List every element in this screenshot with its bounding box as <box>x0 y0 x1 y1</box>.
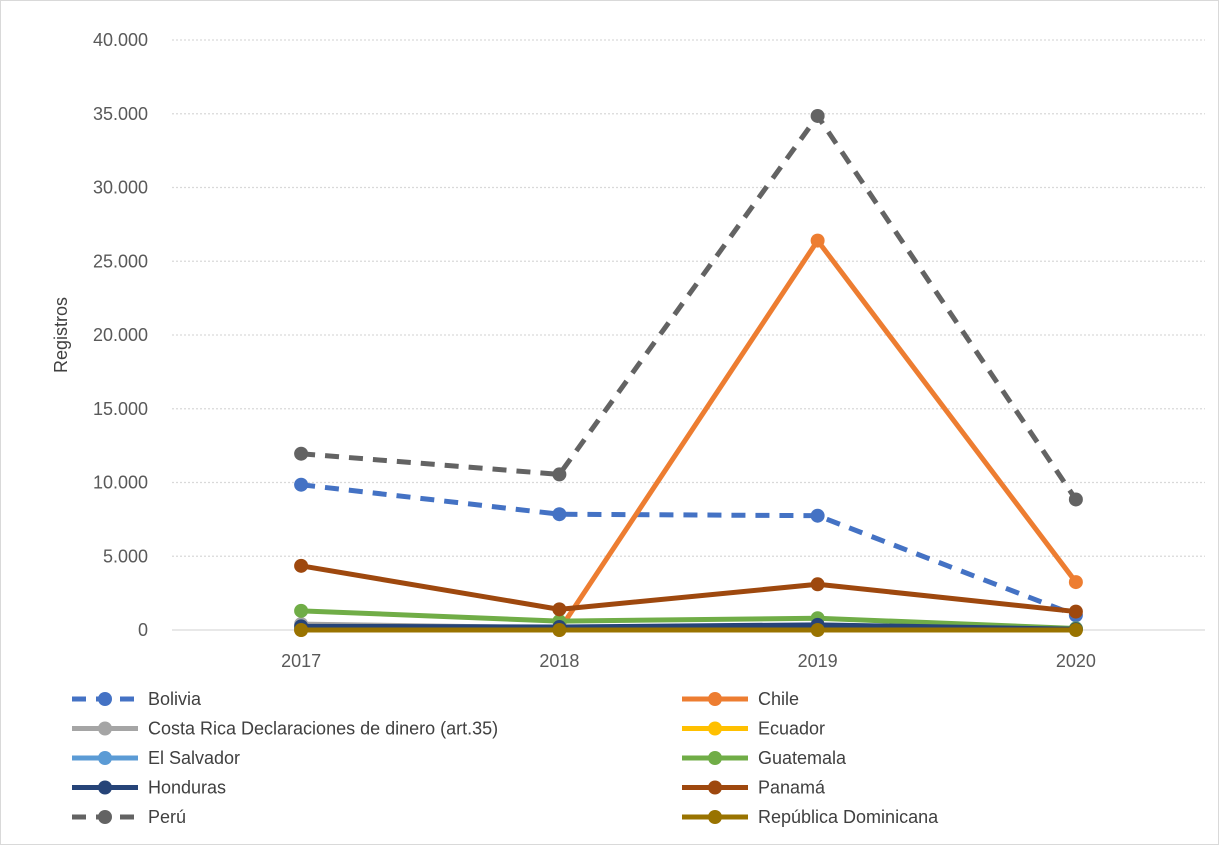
data-point <box>810 108 825 123</box>
series-line <box>298 238 1079 633</box>
series-rep-blica-dominicana <box>294 623 1083 637</box>
legend-item: Ecuador <box>682 719 825 739</box>
legend-item: Honduras <box>72 778 226 798</box>
legend-swatch-marker <box>708 810 722 824</box>
legend-label: Ecuador <box>758 719 825 739</box>
y-tick-label: 20.000 <box>93 325 148 345</box>
legend-swatch-marker <box>98 810 112 824</box>
data-point <box>294 477 309 492</box>
x-tick-label: 2017 <box>281 651 321 671</box>
legend-item: Bolivia <box>72 689 202 709</box>
y-tick-label: 0 <box>138 620 148 640</box>
legend-label: República Dominicana <box>758 807 939 827</box>
y-tick-label: 40.000 <box>93 30 148 50</box>
legend-label: Honduras <box>148 778 226 798</box>
series-panam- <box>294 558 1083 619</box>
data-point <box>294 446 309 461</box>
y-tick-label: 25.000 <box>93 251 148 271</box>
y-tick-label: 15.000 <box>93 399 148 419</box>
data-point <box>1068 623 1083 637</box>
data-point <box>810 623 825 637</box>
y-tick-label: 30.000 <box>93 178 148 198</box>
legend-swatch-marker <box>98 780 112 795</box>
data-point <box>552 623 567 637</box>
x-tick-label: 2020 <box>1056 651 1096 671</box>
legend-label: Guatemala <box>758 748 847 768</box>
legend-label: Panamá <box>758 778 826 798</box>
data-point <box>810 577 825 592</box>
x-axis-ticks: 2017 2018 2019 2020 <box>281 651 1096 671</box>
legend-label: Bolivia <box>148 689 202 709</box>
legend-item: Costa Rica Declaraciones de dinero (art.… <box>72 719 498 739</box>
data-point <box>1068 575 1083 590</box>
data-point <box>552 467 567 482</box>
legend-swatch-marker <box>708 721 722 736</box>
data-point <box>810 233 825 248</box>
data-point <box>552 507 567 522</box>
legend-swatch-marker <box>98 692 112 706</box>
y-tick-label: 35.000 <box>93 104 148 124</box>
data-point <box>552 602 567 617</box>
series-line <box>298 622 1079 632</box>
legend-item: El Salvador <box>72 748 240 768</box>
series-line <box>298 563 1079 615</box>
series-line <box>300 113 1078 501</box>
legend-item: Guatemala <box>682 748 847 768</box>
y-axis-label: Registros <box>51 297 71 373</box>
legend-swatch-marker <box>98 721 112 736</box>
series-per- <box>294 108 1083 507</box>
series-group <box>294 108 1083 637</box>
legend-item: Chile <box>682 689 799 709</box>
y-tick-label: 5.000 <box>103 546 148 566</box>
legend-label: El Salvador <box>148 748 240 768</box>
y-axis-ticks: 0 5.000 10.000 15.000 20.000 25.000 30.000 35.0… <box>93 30 148 640</box>
legend-swatch-marker <box>708 692 722 706</box>
series-line <box>298 608 1079 632</box>
legend-label: Costa Rica Declaraciones de dinero (art.… <box>148 719 498 739</box>
legend-item: Panamá <box>682 778 826 798</box>
y-tick-label: 10.000 <box>93 473 148 493</box>
legend: Bolivia Chile Costa Rica Declaraciones de … <box>72 689 939 827</box>
legend-label: Chile <box>758 689 799 709</box>
legend-label: Perú <box>148 807 186 827</box>
data-point <box>294 603 309 618</box>
series-line <box>300 482 1077 618</box>
x-tick-label: 2018 <box>539 651 579 671</box>
data-point <box>294 623 309 637</box>
legend-item: Perú <box>72 807 186 827</box>
data-point <box>810 508 825 523</box>
gridlines <box>172 39 1205 631</box>
x-tick-label: 2019 <box>798 651 838 671</box>
data-point <box>1068 492 1083 507</box>
data-point <box>294 558 309 573</box>
legend-swatch-marker <box>708 780 722 795</box>
legend-swatch-marker <box>98 751 112 765</box>
data-point <box>1068 604 1083 619</box>
legend-item: República Dominicana <box>682 807 939 827</box>
legend-swatch-marker <box>708 751 722 765</box>
